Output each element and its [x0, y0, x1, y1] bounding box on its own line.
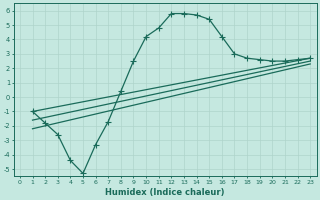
- X-axis label: Humidex (Indice chaleur): Humidex (Indice chaleur): [105, 188, 225, 197]
